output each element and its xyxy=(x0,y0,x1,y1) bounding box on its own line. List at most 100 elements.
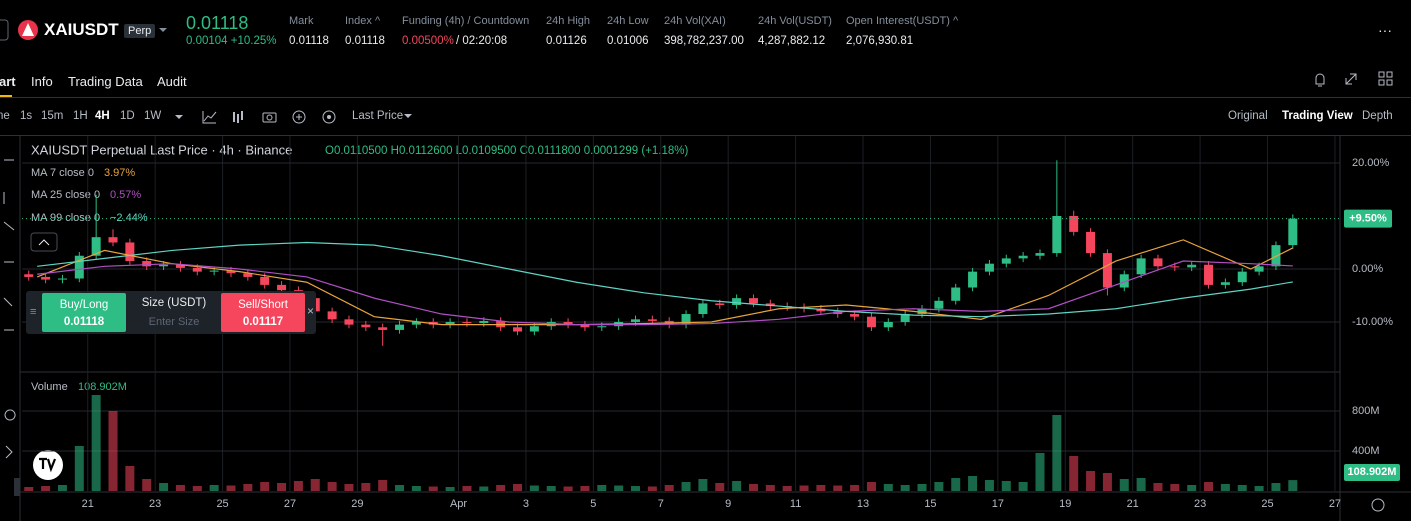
tab[interactable]: Trading Data xyxy=(68,74,143,89)
volume-bar xyxy=(159,483,169,491)
close-panel[interactable]: × xyxy=(307,304,315,318)
candle-body xyxy=(445,321,455,325)
volume-bar xyxy=(1018,482,1028,491)
stat-label: 24h High xyxy=(546,15,591,27)
volume-bar xyxy=(866,482,876,491)
volume-bar xyxy=(1001,481,1011,491)
view-option-active[interactable]: Trading View xyxy=(1282,110,1353,122)
stat-label[interactable]: Index ^ xyxy=(345,15,381,27)
interval[interactable]: 1s xyxy=(20,110,33,122)
volume-bar xyxy=(209,485,219,491)
drawing-tools[interactable] xyxy=(3,159,16,459)
candle-body xyxy=(951,287,961,301)
candle-body xyxy=(630,319,640,322)
candle-body xyxy=(1136,258,1146,275)
volume-bar xyxy=(799,485,809,491)
volume-bar xyxy=(395,485,405,491)
volume-bar xyxy=(74,446,84,491)
candle-body xyxy=(513,327,523,332)
indicator-icon[interactable] xyxy=(202,111,217,124)
candle-body xyxy=(378,327,388,330)
volume-bar xyxy=(1220,484,1230,491)
volume-bar xyxy=(1288,480,1298,491)
volume-bar xyxy=(934,482,944,491)
volume-legend-value: 108.902M xyxy=(78,381,127,393)
interval-active[interactable]: 4H xyxy=(95,110,110,122)
interval[interactable]: 1D xyxy=(120,110,135,122)
add-icon[interactable] xyxy=(292,110,306,124)
scroll-handle[interactable] xyxy=(14,478,20,496)
expand-icon[interactable] xyxy=(1345,73,1357,85)
x-tick-label: 17 xyxy=(992,498,1004,510)
last-price-label: +9.50% xyxy=(1349,213,1387,225)
symbol[interactable]: XAIUSDT xyxy=(44,20,119,39)
volume-tag xyxy=(1344,464,1400,481)
x-tick-label: 25 xyxy=(216,498,228,510)
volume-bar xyxy=(1119,479,1129,491)
volume-bar xyxy=(1271,483,1281,491)
alert-icon[interactable] xyxy=(1315,73,1325,87)
view-option[interactable]: Depth xyxy=(1362,110,1393,122)
candle-body xyxy=(1204,264,1214,285)
candle-body xyxy=(327,311,337,320)
price-type-caret[interactable] xyxy=(403,112,413,120)
symbol-caret[interactable] xyxy=(158,26,168,34)
candle-body xyxy=(175,264,185,268)
price-type[interactable]: Last Price xyxy=(352,110,404,122)
candle-body xyxy=(1170,266,1180,268)
chart-settings[interactable] xyxy=(1371,498,1385,512)
settings-icon[interactable] xyxy=(322,110,336,124)
settings-dot xyxy=(327,115,331,119)
buy-button[interactable]: Buy/Long 0.01118 xyxy=(42,293,126,332)
snapshot-icon[interactable] xyxy=(262,112,277,123)
tab[interactable]: art xyxy=(0,74,16,89)
volume-bar xyxy=(41,486,51,491)
candle-body xyxy=(361,324,371,328)
interval[interactable]: 1W xyxy=(144,110,162,122)
y-tick-label: 0.00% xyxy=(1352,263,1383,275)
ma-legend-value: −2.44% xyxy=(110,212,148,224)
candle-body xyxy=(1119,274,1129,288)
candle-body xyxy=(91,237,101,256)
stat-label[interactable]: Open Interest(USDT) ^ xyxy=(846,15,959,27)
volume-bar xyxy=(664,485,674,491)
buy-price: 0.01118 xyxy=(63,316,105,328)
volume-bar xyxy=(1254,486,1264,491)
tv-logo-glyph xyxy=(39,457,57,473)
candle-body xyxy=(1153,258,1163,267)
ohlc-legend: O0.0110500 H0.0112600 L0.0109500 C0.0111… xyxy=(325,145,688,157)
candle-body xyxy=(277,284,287,291)
interval[interactable]: 1H xyxy=(73,110,88,122)
layout-icon[interactable] xyxy=(1378,71,1385,78)
candle-body xyxy=(395,324,405,330)
x-tick-label: 19 xyxy=(1059,498,1071,510)
interval[interactable]: 15m xyxy=(41,110,64,122)
drag-handle[interactable]: ≡ xyxy=(30,306,37,318)
collapse-legend[interactable] xyxy=(30,232,58,252)
size-input[interactable]: Enter Size xyxy=(148,316,200,328)
volume-bar xyxy=(1069,456,1079,491)
back-button[interactable] xyxy=(0,19,9,41)
x-tick-label: 7 xyxy=(658,498,664,510)
view-option[interactable]: Original xyxy=(1228,110,1268,122)
tv-logo[interactable] xyxy=(33,450,63,480)
candle-body xyxy=(411,321,421,325)
ma-line xyxy=(37,241,1293,318)
chart-type-icon[interactable] xyxy=(233,111,243,123)
tab-icons xyxy=(1315,71,1393,87)
more-button[interactable]: ··· xyxy=(1378,22,1392,38)
sell-button[interactable]: Sell/Short 0.01117 xyxy=(221,293,305,332)
candle-body xyxy=(108,237,118,243)
sell-price: 0.01117 xyxy=(242,316,284,328)
tab[interactable]: Audit xyxy=(157,74,187,89)
candle-body xyxy=(142,261,152,267)
volume-bar xyxy=(900,485,910,491)
volume-bar xyxy=(529,485,539,491)
toolbar-icons xyxy=(175,110,336,124)
interval[interactable]: ne xyxy=(0,110,10,122)
interval-caret[interactable] xyxy=(175,115,183,119)
candle-body xyxy=(866,316,876,328)
volume-bar xyxy=(192,486,202,491)
tab[interactable]: Info xyxy=(31,74,53,89)
x-tick-label: 5 xyxy=(590,498,596,510)
